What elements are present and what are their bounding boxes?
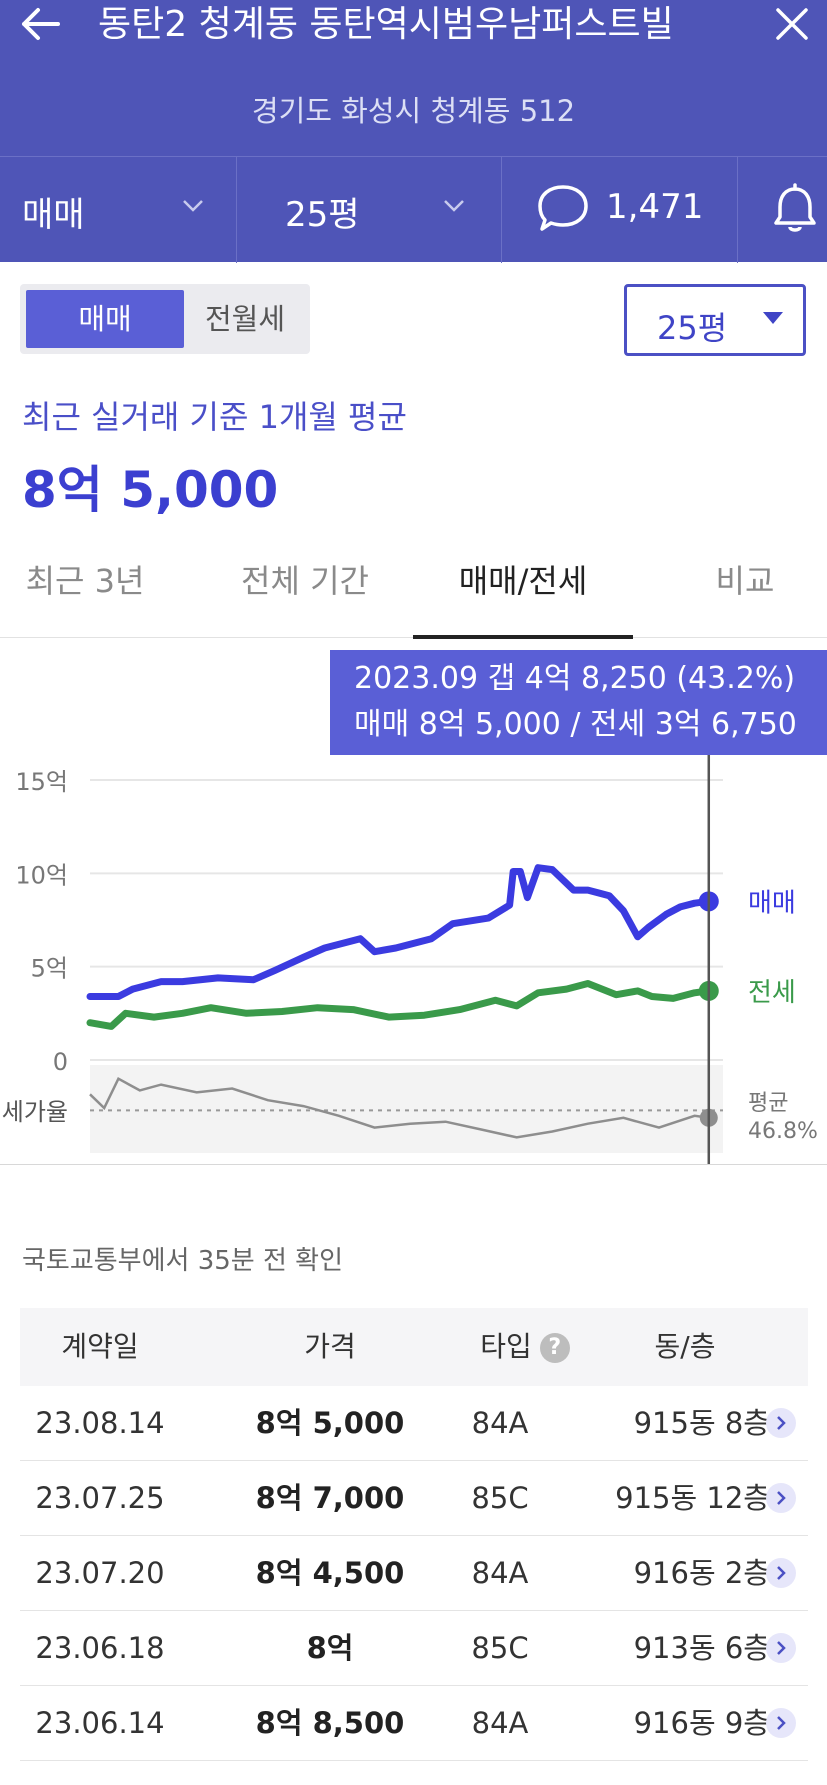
chart-divider <box>0 1164 827 1165</box>
chevron-right-icon[interactable] <box>766 1408 796 1438</box>
ratio-average-label: 평균 <box>748 1091 788 1116</box>
table-row[interactable]: 23.07.25 8억 7,000 85C 915동 12층 <box>20 1461 808 1536</box>
ratio-label: 전세가율 <box>0 1098 68 1126</box>
chevron-right-icon[interactable] <box>766 1708 796 1738</box>
row-price: 8억 5,000 <box>255 1406 405 1440</box>
sale-series-label: 매매 <box>748 888 796 918</box>
jeonse-series-label: 전세 <box>748 978 796 1008</box>
row-type: 84A <box>471 1406 529 1440</box>
row-unit: 913동 6층 <box>633 1631 770 1665</box>
tab-compare[interactable]: 비교 <box>715 562 775 600</box>
alert-button[interactable] <box>738 157 827 263</box>
row-price: 8억 7,000 <box>255 1481 405 1515</box>
row-unit: 916동 2층 <box>633 1556 770 1590</box>
row-date: 23.06.18 <box>35 1631 165 1665</box>
chart-tooltip: 2023.09 갭 4억 8,250 (43.2%) 매매 8억 5,000 /… <box>330 650 827 755</box>
tab-all-period[interactable]: 전체 기간 <box>241 562 369 600</box>
size-dropdown[interactable]: 25평 <box>237 157 502 263</box>
ratio-line <box>89 1076 709 1139</box>
row-type: 84A <box>471 1556 529 1590</box>
close-icon[interactable] <box>770 2 814 46</box>
page-title: 동탄2 청계동 동탄역시범우남퍼스트빌 <box>98 4 674 45</box>
back-arrow-icon[interactable] <box>18 2 66 46</box>
price-chart[interactable]: 15억10억5억02016201820202022매매전세전세가율평균46.8%… <box>0 640 827 1220</box>
bell-icon <box>774 183 816 232</box>
tab-underline <box>413 635 633 639</box>
row-type: 85C <box>471 1631 529 1665</box>
row-price: 8억 8,500 <box>255 1706 405 1740</box>
transactions-table: 계약일 가격 타입? 동/층 23.08.14 8억 5,000 84A 915동 8… <box>20 1308 808 1761</box>
table-header: 계약일 가격 타입? 동/층 <box>20 1308 808 1386</box>
filter-bar: 매매 25평 1,471 <box>0 156 827 263</box>
chevron-down-icon <box>183 200 203 212</box>
average-label: 최근 실거래 기준 1개월 평균 <box>22 398 407 436</box>
table-row[interactable]: 23.08.14 8억 5,000 84A 915동 8층 <box>20 1386 808 1461</box>
header-date: 계약일 <box>61 1330 139 1363</box>
speech-bubble-icon <box>538 185 588 231</box>
row-date: 23.06.14 <box>35 1706 165 1740</box>
period-tabs: 최근 3년 전체 기간 매매/전세 비교 <box>0 550 827 639</box>
header-unit: 동/층 <box>654 1330 716 1363</box>
size-select-value: 25평 <box>657 309 728 347</box>
header-type-label: 타입 <box>480 1330 532 1363</box>
row-price: 8억 4,500 <box>255 1556 405 1590</box>
toggle-sale[interactable]: 매매 <box>26 290 184 348</box>
tooltip-line2: 매매 8억 5,000 / 전세 3억 6,750 <box>354 707 797 742</box>
row-type: 85C <box>471 1481 529 1515</box>
deal-type-dropdown[interactable]: 매매 <box>0 157 237 263</box>
app-header: 동탄2 청계동 동탄역시범우남퍼스트빌 경기도 화성시 청계동 512 매매 2… <box>0 0 827 263</box>
tab-recent-3y[interactable]: 최근 3년 <box>25 562 145 600</box>
y-tick-label: 5억 <box>31 955 68 983</box>
row-date: 23.07.20 <box>35 1556 165 1590</box>
y-tick-label: 15억 <box>15 768 68 796</box>
row-price: 8억 <box>306 1631 354 1665</box>
data-source: 국토교통부에서 35분 전 확인 <box>22 1246 343 1276</box>
chevron-right-icon[interactable] <box>766 1483 796 1513</box>
row-unit: 915동 8층 <box>633 1406 770 1440</box>
tooltip-line1: 2023.09 갭 4억 8,250 (43.2%) <box>354 661 796 696</box>
address: 경기도 화성시 청계동 512 <box>251 94 576 128</box>
header-type: 타입? <box>460 1308 590 1386</box>
ratio-band <box>90 1065 723 1153</box>
size-label: 25평 <box>285 195 360 235</box>
comments-button[interactable]: 1,471 <box>502 157 738 263</box>
row-unit: 916동 9층 <box>633 1706 770 1740</box>
comment-count: 1,471 <box>606 187 704 227</box>
toggle-rent[interactable]: 전월세 <box>204 302 286 336</box>
table-row[interactable]: 23.06.14 8억 8,500 84A 916동 9층 <box>20 1686 808 1761</box>
y-tick-label: 0 <box>53 1048 68 1076</box>
deal-type-toggle: 매매 전월세 <box>20 284 310 354</box>
table-row[interactable]: 23.07.20 8억 4,500 84A 916동 2층 <box>20 1536 808 1611</box>
title-row: 동탄2 청계동 동탄역시범우남퍼스트빌 <box>0 0 827 50</box>
table-row[interactable]: 23.06.18 8억 85C 913동 6층 <box>20 1611 808 1686</box>
jeonse-price-line <box>86 980 713 1030</box>
tab-sale-jeonse-label: 매매/전세 <box>458 562 588 600</box>
caret-down-icon <box>763 312 783 324</box>
chevron-down-icon <box>444 200 464 212</box>
size-select[interactable]: 25평 <box>624 284 806 356</box>
help-icon[interactable]: ? <box>539 1333 570 1363</box>
sale-price-line <box>86 864 713 1000</box>
price-chart-svg: 15억10억5억02016201820202022매매전세전세가율평균46.8% <box>0 755 818 1164</box>
tab-sale-jeonse[interactable]: 매매/전세 <box>413 550 633 639</box>
table-body: 23.08.14 8억 5,000 84A 915동 8층 23.07.25 8억 7,0… <box>20 1386 808 1761</box>
row-date: 23.08.14 <box>35 1406 165 1440</box>
row-date: 23.07.25 <box>35 1481 165 1515</box>
chevron-right-icon[interactable] <box>766 1558 796 1588</box>
deal-type-label: 매매 <box>22 195 85 235</box>
ratio-average-value: 46.8% <box>748 1119 818 1144</box>
chevron-right-icon[interactable] <box>766 1633 796 1663</box>
average-price: 8억 5,000 <box>22 461 279 519</box>
header-price: 가격 <box>304 1330 356 1363</box>
row-type: 84A <box>471 1706 529 1740</box>
row-unit: 915동 12층 <box>615 1481 770 1515</box>
y-tick-label: 10억 <box>15 861 68 889</box>
